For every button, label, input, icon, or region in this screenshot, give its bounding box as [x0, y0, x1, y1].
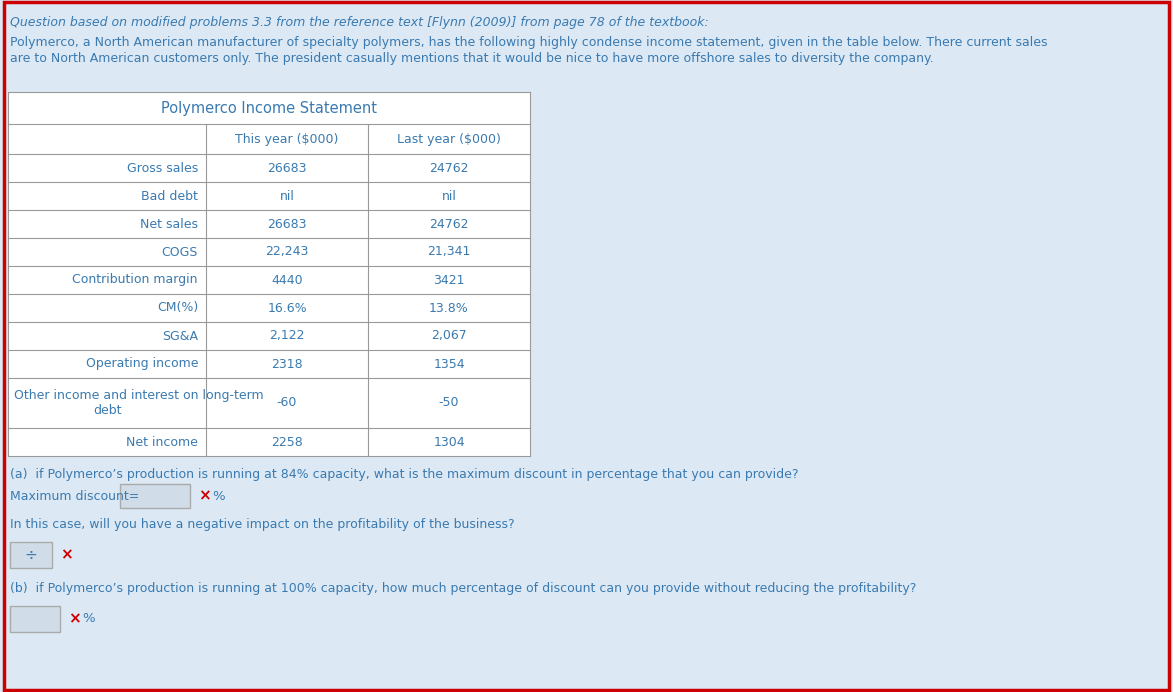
Text: Net sales: Net sales	[140, 217, 198, 230]
Text: 21,341: 21,341	[427, 246, 470, 259]
Text: 26683: 26683	[267, 161, 307, 174]
Text: ×: ×	[60, 547, 73, 563]
Text: 22,243: 22,243	[265, 246, 308, 259]
Text: nil: nil	[279, 190, 294, 203]
Text: 2,122: 2,122	[270, 329, 305, 343]
Text: 3421: 3421	[433, 273, 465, 286]
Text: -60: -60	[277, 397, 297, 410]
Bar	[11, 542, 52, 568]
Text: 24762: 24762	[429, 217, 469, 230]
Text: In this case, will you have a negative impact on the profitability of the busine: In this case, will you have a negative i…	[11, 518, 515, 531]
Text: ÷: ÷	[25, 547, 38, 563]
Text: (b)  if Polymerco’s production is running at 100% capacity, how much percentage : (b) if Polymerco’s production is running…	[11, 582, 916, 595]
Text: -50: -50	[439, 397, 460, 410]
Text: Last year ($000): Last year ($000)	[398, 132, 501, 145]
Text: SG&A: SG&A	[162, 329, 198, 343]
Text: ×: ×	[68, 612, 81, 626]
Text: are to North American customers only. The president casually mentions that it wo: are to North American customers only. Th…	[11, 52, 934, 65]
Text: Polymerco, a North American manufacturer of specialty polymers, has the followin: Polymerco, a North American manufacturer…	[11, 36, 1047, 49]
Text: Maximum discount=: Maximum discount=	[11, 489, 140, 502]
Text: 26683: 26683	[267, 217, 307, 230]
Text: 24762: 24762	[429, 161, 469, 174]
Text: ×: ×	[198, 489, 211, 504]
Text: Gross sales: Gross sales	[127, 161, 198, 174]
Text: (a)  if Polymerco’s production is running at 84% capacity, what is the maximum d: (a) if Polymerco’s production is running…	[11, 468, 799, 481]
Text: %: %	[82, 612, 95, 626]
Text: 2258: 2258	[271, 435, 303, 448]
Bar	[120, 484, 190, 508]
Text: Net income: Net income	[127, 435, 198, 448]
Text: Bad debt: Bad debt	[141, 190, 198, 203]
Text: This year ($000): This year ($000)	[236, 132, 339, 145]
Text: COGS: COGS	[162, 246, 198, 259]
Text: 1304: 1304	[433, 435, 465, 448]
Text: debt: debt	[93, 405, 121, 417]
Text: 1354: 1354	[433, 358, 465, 370]
Text: nil: nil	[441, 190, 456, 203]
Text: 4440: 4440	[271, 273, 303, 286]
Text: Contribution margin: Contribution margin	[73, 273, 198, 286]
Bar	[8, 92, 530, 456]
Text: 16.6%: 16.6%	[267, 302, 307, 314]
Text: Other income and interest on long-term: Other income and interest on long-term	[14, 388, 264, 401]
Text: 2318: 2318	[271, 358, 303, 370]
Text: 2,067: 2,067	[432, 329, 467, 343]
Text: 13.8%: 13.8%	[429, 302, 469, 314]
Text: Question based on modified problems 3.3 from the reference text [Flynn (2009)] f: Question based on modified problems 3.3 …	[11, 16, 708, 29]
Text: Polymerco Income Statement: Polymerco Income Statement	[161, 100, 377, 116]
Text: Operating income: Operating income	[86, 358, 198, 370]
Text: %: %	[212, 489, 224, 502]
Bar	[11, 606, 60, 632]
Text: CM(%): CM(%)	[157, 302, 198, 314]
